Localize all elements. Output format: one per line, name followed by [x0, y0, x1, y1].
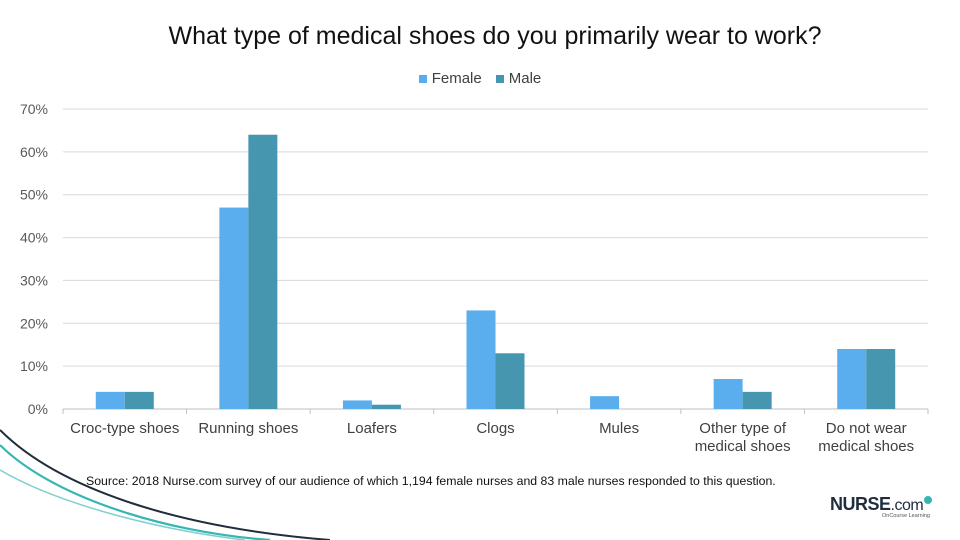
x-tick-label: Running shoes: [198, 420, 298, 437]
bar-female: [837, 349, 867, 409]
x-tick-label: medical shoes: [818, 438, 914, 455]
x-tick-label: Other type of: [699, 420, 787, 437]
legend-label-male: Male: [508, 70, 542, 87]
y-tick-label: 0%: [28, 401, 48, 417]
nurse-com-logo: NURSE.com OnCourse Learning: [830, 494, 933, 519]
bar-female: [713, 379, 743, 409]
y-tick-label: 30%: [20, 272, 48, 288]
y-tick-label: 60%: [20, 144, 48, 160]
y-tick-label: 40%: [20, 230, 48, 246]
y-tick-label: 70%: [20, 101, 48, 117]
y-tick-label: 20%: [20, 315, 48, 331]
bar-male: [124, 391, 154, 409]
bar-female: [466, 310, 496, 409]
x-tick-label: Loafers: [347, 420, 397, 437]
logo-dot-icon: [924, 496, 933, 504]
logo-tagline: OnCourse Learning: [881, 513, 930, 519]
source-note: Source: 2018 Nurse.com survey of our aud…: [86, 474, 776, 488]
y-tick-label: 10%: [20, 358, 48, 374]
x-tick-label: Mules: [599, 420, 639, 437]
x-tick-label: Croc-type shoes: [70, 420, 179, 437]
bar-female: [590, 396, 620, 409]
bar-male: [371, 404, 401, 409]
x-tick-label: Do not wear: [826, 420, 907, 437]
chart-legend: Female Male: [0, 70, 960, 87]
chart-title: What type of medical shoes do you primar…: [168, 22, 822, 50]
bar-male: [248, 134, 278, 409]
bar-chart: 0% 10% 20% 30% 40% 50% 60% 70% Croc-type shoes Ru…: [20, 101, 929, 455]
legend-swatch-male: [495, 74, 504, 83]
legend-swatch-female: [418, 74, 427, 83]
bar-male: [742, 391, 772, 409]
logo-name: NURSE: [830, 494, 891, 514]
bar-female: [95, 391, 125, 409]
y-tick-label: 50%: [20, 187, 48, 203]
x-tick-label: Clogs: [476, 420, 514, 437]
legend-item-female: Female: [418, 70, 482, 87]
bar-female: [219, 207, 249, 409]
bar-female: [342, 400, 372, 409]
legend-label-female: Female: [431, 70, 482, 87]
x-tick-label: medical shoes: [695, 438, 791, 455]
bar-male: [866, 349, 896, 409]
legend-item-male: Male: [495, 70, 542, 87]
bar-male: [495, 353, 525, 409]
logo-suffix: .com: [890, 497, 924, 514]
